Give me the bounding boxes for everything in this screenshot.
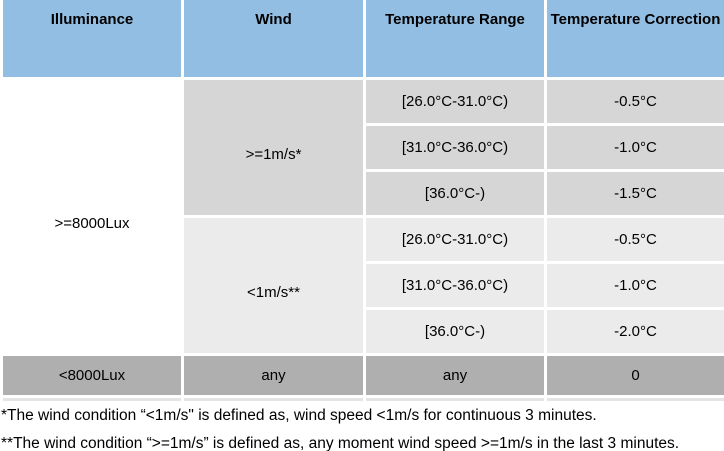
cell-correction: -1.5°C [544, 169, 724, 218]
footnotes: *The wind condition “<1m/s" is defined a… [0, 407, 724, 451]
cell-correction: -0.5°C [544, 215, 724, 264]
table-row: <1m/s** [26.0°C-31.0°C) -0.5°C [2, 215, 724, 356]
cell-correction: -2.0°C [544, 307, 724, 356]
cell-range: [36.0°C-) [363, 169, 547, 218]
table-row: [31.0°C-36.0°C) -1.0°C [2, 123, 724, 172]
cell-range-any: any [363, 353, 547, 398]
cell-correction-zero: 0 [544, 353, 724, 398]
header-row: Illuminance Wind Temperature Range Tempe… [0, 0, 724, 80]
cell-correction: -0.5°C [544, 77, 724, 126]
header-temperature-range: Temperature Range [363, 0, 547, 80]
footnote-wind-lt1ms: *The wind condition “<1m/s" is defined a… [1, 407, 597, 424]
cell-correction: -1.0°C [544, 123, 724, 172]
cell-range: [31.0°C-36.0°C) [363, 261, 547, 310]
footnote-wind-ge1ms: **The wind condition “>=1m/s” is defined… [1, 435, 680, 451]
cell-wind-ge1ms: >=1m/s* [181, 77, 366, 218]
table-bottom-edge [0, 395, 724, 401]
cell-correction: -1.0°C [544, 261, 724, 310]
cell-range: [26.0°C-31.0°C) [363, 215, 547, 264]
cell-range: [31.0°C-36.0°C) [363, 123, 547, 172]
cell-range: [36.0°C-) [363, 307, 547, 356]
table-row: [31.0°C-36.0°C) -1.0°C [2, 261, 724, 310]
table-bottom-edge-segment [0, 395, 184, 401]
table-row: [36.0°C-) -1.5°C [2, 169, 724, 218]
cell-wind-any: any [181, 353, 366, 398]
header-illuminance: Illuminance [0, 0, 184, 80]
cell-range: [26.0°C-31.0°C) [363, 77, 547, 126]
header-wind: Wind [181, 0, 366, 80]
cell-wind-lt1ms: <1m/s** [181, 215, 366, 356]
temperature-correction-table: Illuminance Wind Temperature Range Tempe… [0, 0, 724, 401]
table-bottom-edge-segment [544, 395, 724, 401]
header-temperature-correction: Temperature Correction [544, 0, 724, 80]
cell-illuminance-high: >=8000Lux [0, 77, 184, 356]
table-row: [36.0°C-) -2.0°C [2, 307, 724, 356]
table-bottom-edge-segment [181, 395, 366, 401]
table-row: >=8000Lux >=1m/s* [26.0°C-31.0°C) -0.5°C [0, 77, 724, 356]
table-row-low-illuminance: <8000Lux any any 0 [0, 353, 724, 398]
cell-illuminance-low: <8000Lux [0, 353, 184, 398]
table-bottom-edge-segment [363, 395, 547, 401]
